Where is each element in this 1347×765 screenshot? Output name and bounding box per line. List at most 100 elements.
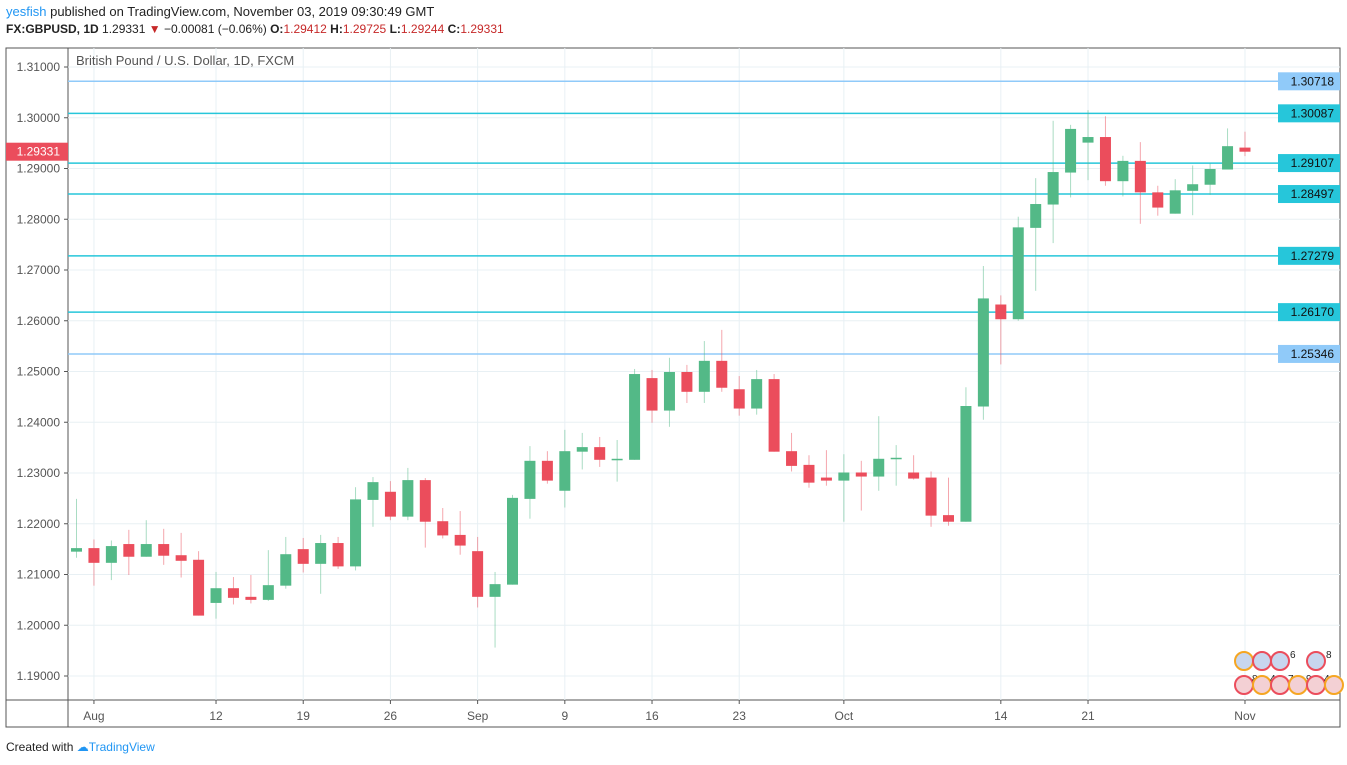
candle-up[interactable]	[611, 440, 623, 482]
candle-down[interactable]	[1239, 131, 1251, 157]
candle-body	[716, 360, 728, 388]
candle-up[interactable]	[367, 477, 379, 527]
candle-down[interactable]	[158, 528, 170, 565]
candle-up[interactable]	[1012, 216, 1024, 321]
us-flag-event-icon[interactable]	[1270, 675, 1290, 695]
x-tick-label: 21	[1081, 709, 1095, 723]
candle-up[interactable]	[105, 540, 117, 581]
us-flag-event-icon[interactable]	[1324, 675, 1344, 695]
candle-down[interactable]	[855, 460, 867, 511]
candle-down[interactable]	[472, 536, 484, 608]
candle-up[interactable]	[262, 550, 274, 601]
candle-up[interactable]	[751, 369, 763, 415]
candle-down[interactable]	[332, 536, 344, 569]
candle-down[interactable]	[820, 450, 832, 486]
us-flag-event-icon[interactable]	[1288, 675, 1308, 695]
candle-down[interactable]	[786, 432, 798, 472]
candle-down[interactable]	[419, 478, 431, 548]
candle-up[interactable]	[873, 416, 885, 491]
candle-up[interactable]	[140, 520, 152, 557]
candle-up[interactable]	[524, 446, 536, 519]
uk-flag-event-icon[interactable]	[1234, 651, 1254, 671]
candle-down[interactable]	[768, 374, 780, 452]
candle-down[interactable]	[803, 455, 815, 488]
us-flag-event-icon[interactable]	[1306, 675, 1326, 695]
candle-body	[943, 515, 954, 522]
candle-body	[890, 457, 902, 460]
candle-up[interactable]	[1082, 110, 1094, 181]
candle-up[interactable]	[629, 368, 641, 460]
tradingview-link[interactable]: TradingView	[88, 740, 155, 754]
candle-body	[995, 304, 1007, 320]
author-link[interactable]: yesfish	[6, 4, 47, 19]
candle-down[interactable]	[733, 376, 745, 416]
candle-down[interactable]	[716, 329, 728, 392]
candle-down[interactable]	[88, 539, 100, 586]
candle-up[interactable]	[698, 341, 710, 403]
candle-down[interactable]	[995, 295, 1007, 365]
candle-up[interactable]	[663, 357, 675, 427]
candle-down[interactable]	[245, 575, 257, 604]
candle-up[interactable]	[280, 536, 292, 589]
candle-body	[402, 480, 414, 517]
candle-down[interactable]	[646, 369, 658, 423]
y-tick-label: 1.22000	[17, 517, 61, 531]
candle-up[interactable]	[890, 445, 902, 486]
candle-up[interactable]	[402, 467, 414, 521]
candle-up[interactable]	[315, 534, 327, 594]
candle-up[interactable]	[71, 498, 82, 558]
candle-down[interactable]	[1099, 116, 1111, 186]
candle-down[interactable]	[227, 577, 239, 605]
candle-down[interactable]	[925, 471, 937, 527]
uk-flag-event-icon[interactable]	[1270, 651, 1290, 671]
event-count: 8	[1326, 650, 1332, 661]
candle-down[interactable]	[437, 508, 449, 539]
close-label: C:	[447, 22, 461, 36]
candle-down[interactable]	[454, 511, 466, 555]
candle-up[interactable]	[1187, 165, 1199, 216]
uk-flag-event-icon[interactable]	[1252, 651, 1272, 671]
us-flag-event-icon[interactable]	[1252, 675, 1272, 695]
candle-down[interactable]	[123, 529, 135, 576]
candle-up[interactable]	[1117, 155, 1129, 197]
candle-up[interactable]	[350, 487, 362, 571]
candle-body	[1030, 204, 1042, 228]
candle-up[interactable]	[1047, 120, 1059, 244]
candle-down[interactable]	[681, 364, 693, 403]
candle-down[interactable]	[175, 532, 187, 578]
candle-up[interactable]	[977, 265, 989, 420]
candle-body	[332, 543, 344, 567]
created-with-label: Created with	[6, 740, 74, 754]
candle-up[interactable]	[1169, 179, 1181, 214]
candle-up[interactable]	[489, 571, 501, 648]
candle-up[interactable]	[1030, 178, 1042, 291]
candle-body	[629, 374, 641, 460]
candle-down[interactable]	[1152, 185, 1164, 216]
candle-body	[960, 406, 972, 522]
candle-down[interactable]	[943, 477, 954, 526]
candle-up[interactable]	[559, 429, 571, 508]
candle-up[interactable]	[1065, 124, 1077, 198]
candle-down[interactable]	[193, 551, 205, 616]
candle-up[interactable]	[1222, 128, 1234, 170]
candle-up[interactable]	[576, 432, 588, 470]
candle-down[interactable]	[541, 451, 553, 484]
candle-up[interactable]	[960, 387, 972, 522]
candle-down[interactable]	[384, 481, 396, 521]
candle-up[interactable]	[507, 494, 518, 585]
y-tick-label: 1.31000	[17, 60, 61, 74]
candle-down[interactable]	[594, 436, 606, 467]
level-price-label-bg	[1278, 154, 1340, 173]
candle-down[interactable]	[908, 455, 920, 480]
candle-down[interactable]	[297, 537, 309, 573]
y-tick-label: 1.29000	[17, 162, 61, 176]
us-flag-event-icon[interactable]	[1234, 675, 1254, 695]
uk-flag-event-icon[interactable]	[1306, 651, 1326, 671]
last-price: 1.29331	[102, 22, 146, 36]
candle-body	[193, 559, 205, 616]
candle-up[interactable]	[838, 454, 850, 522]
candle-down[interactable]	[1134, 142, 1146, 224]
candle-up[interactable]	[1204, 163, 1216, 195]
candle-up[interactable]	[210, 571, 222, 619]
